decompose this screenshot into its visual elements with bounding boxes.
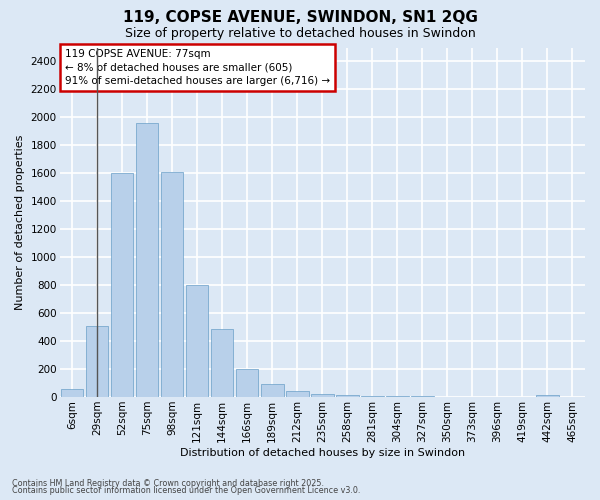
Text: Size of property relative to detached houses in Swindon: Size of property relative to detached ho… bbox=[125, 28, 475, 40]
Text: Contains public sector information licensed under the Open Government Licence v3: Contains public sector information licen… bbox=[12, 486, 361, 495]
Bar bbox=[336, 394, 359, 397]
Bar bbox=[136, 123, 158, 397]
Bar bbox=[261, 384, 284, 397]
Bar bbox=[186, 285, 208, 397]
Bar bbox=[236, 369, 259, 397]
Bar bbox=[161, 172, 184, 397]
Text: Contains HM Land Registry data © Crown copyright and database right 2025.: Contains HM Land Registry data © Crown c… bbox=[12, 478, 324, 488]
Bar bbox=[361, 396, 383, 397]
Bar bbox=[111, 174, 133, 397]
Y-axis label: Number of detached properties: Number of detached properties bbox=[15, 134, 25, 310]
Bar bbox=[286, 392, 308, 397]
Text: 119, COPSE AVENUE, SWINDON, SN1 2QG: 119, COPSE AVENUE, SWINDON, SN1 2QG bbox=[122, 10, 478, 25]
Text: 119 COPSE AVENUE: 77sqm
← 8% of detached houses are smaller (605)
91% of semi-de: 119 COPSE AVENUE: 77sqm ← 8% of detached… bbox=[65, 49, 330, 86]
Bar bbox=[536, 396, 559, 397]
X-axis label: Distribution of detached houses by size in Swindon: Distribution of detached houses by size … bbox=[180, 448, 465, 458]
Bar bbox=[386, 396, 409, 397]
Bar bbox=[411, 396, 434, 397]
Bar bbox=[211, 328, 233, 397]
Bar bbox=[61, 390, 83, 397]
Bar bbox=[86, 326, 109, 397]
Bar bbox=[311, 394, 334, 397]
